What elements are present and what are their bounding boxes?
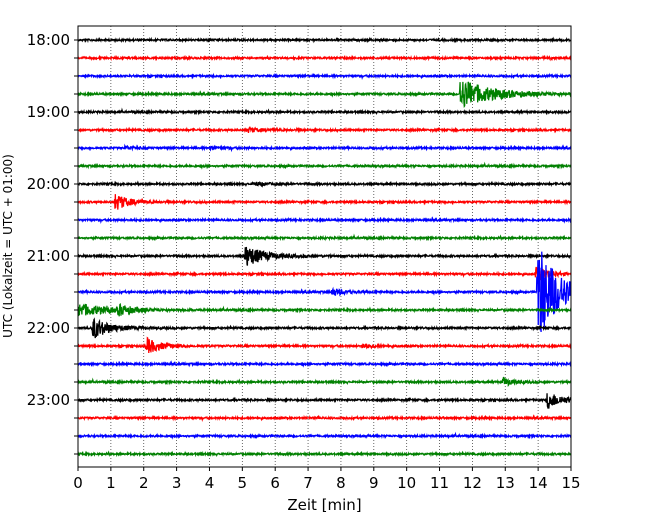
y-axis-label: UTC (Lokalzeit = UTC + 01:00) bbox=[1, 154, 15, 338]
x-tick-label: 2 bbox=[139, 474, 149, 492]
trace-2130 bbox=[78, 251, 571, 333]
y-tick-label: 21:00 bbox=[27, 247, 70, 265]
x-tick-label: 5 bbox=[238, 474, 248, 492]
x-tick-label: 1 bbox=[106, 474, 116, 492]
x-tick-label: 6 bbox=[270, 474, 280, 492]
trace-1815 bbox=[78, 54, 571, 62]
trace-2330 bbox=[78, 431, 571, 440]
trace-2115 bbox=[78, 266, 571, 281]
x-tick-label: 4 bbox=[205, 474, 215, 492]
trace-2230 bbox=[78, 360, 571, 368]
y-tick-label: 18:00 bbox=[27, 31, 70, 49]
x-axis-ticks: 0 1 2 3 4 5 6 7 8 9 10 11 12 13 14 15 bbox=[73, 467, 581, 492]
trace-2300 bbox=[78, 393, 571, 409]
trace-1900 bbox=[78, 107, 571, 116]
seismic-traces bbox=[78, 36, 571, 458]
trace-2145 bbox=[78, 303, 571, 317]
trace-2000 bbox=[78, 180, 571, 188]
y-tick-label: 20:00 bbox=[27, 175, 70, 193]
x-tick-label: 8 bbox=[336, 474, 346, 492]
trace-1930 bbox=[78, 143, 571, 153]
x-tick-label: 13 bbox=[496, 474, 515, 492]
y-tick-label: 19:00 bbox=[27, 103, 70, 121]
x-tick-label: 15 bbox=[561, 474, 580, 492]
y-axis-ticks: 18:00 19:00 20:00 21:00 22:00 23:00 bbox=[27, 31, 78, 455]
x-tick-label: 0 bbox=[73, 474, 83, 492]
x-axis-label: Zeit [min] bbox=[287, 496, 361, 514]
trace-2045 bbox=[78, 233, 571, 242]
y-tick-label: 22:00 bbox=[27, 319, 70, 337]
x-tick-label: 9 bbox=[369, 474, 379, 492]
trace-1915 bbox=[78, 125, 571, 134]
trace-2200 bbox=[78, 317, 571, 339]
plot-frame bbox=[77, 25, 572, 468]
x-tick-label: 11 bbox=[430, 474, 449, 492]
trace-2215 bbox=[78, 336, 571, 353]
trace-2245 bbox=[78, 376, 571, 387]
x-tick-label: 14 bbox=[529, 474, 548, 492]
trace-1845 bbox=[78, 81, 571, 109]
x-tick-label: 7 bbox=[303, 474, 313, 492]
x-tick-label: 10 bbox=[397, 474, 416, 492]
trace-2100 bbox=[78, 246, 571, 266]
trace-1830 bbox=[78, 72, 571, 81]
y-tick-label: 23:00 bbox=[27, 391, 70, 409]
trace-2345 bbox=[78, 450, 571, 458]
trace-1945 bbox=[78, 161, 571, 170]
x-tick-label: 12 bbox=[463, 474, 482, 492]
trace-1800 bbox=[78, 36, 571, 44]
trace-2030 bbox=[78, 216, 571, 225]
trace-2015 bbox=[78, 194, 571, 210]
trace-2315 bbox=[78, 414, 571, 422]
x-tick-label: 3 bbox=[172, 474, 182, 492]
